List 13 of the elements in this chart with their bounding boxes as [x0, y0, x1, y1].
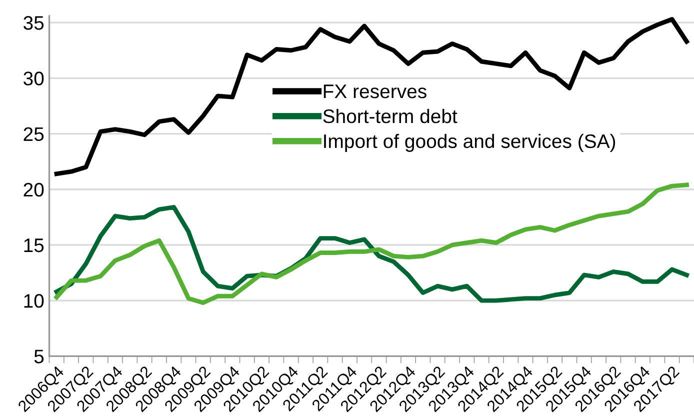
- line-series: [54, 17, 689, 176]
- y-tick-label: 10: [24, 294, 44, 308]
- y-tick-label: 20: [24, 182, 44, 197]
- legend-label: FX reserves: [324, 84, 426, 98]
- y-tick-label: 5: [34, 350, 44, 364]
- legend-label: Import of goods and services (SA): [324, 134, 616, 152]
- legend-label: Short-term debt: [323, 108, 458, 124]
- line-series: [54, 204, 689, 303]
- y-tick-label: 35: [24, 16, 44, 30]
- y-tick-label: 30: [24, 72, 44, 86]
- y-tick-label: 15: [24, 238, 44, 252]
- y-tick-label: 25: [24, 127, 44, 142]
- line-series: [54, 182, 689, 306]
